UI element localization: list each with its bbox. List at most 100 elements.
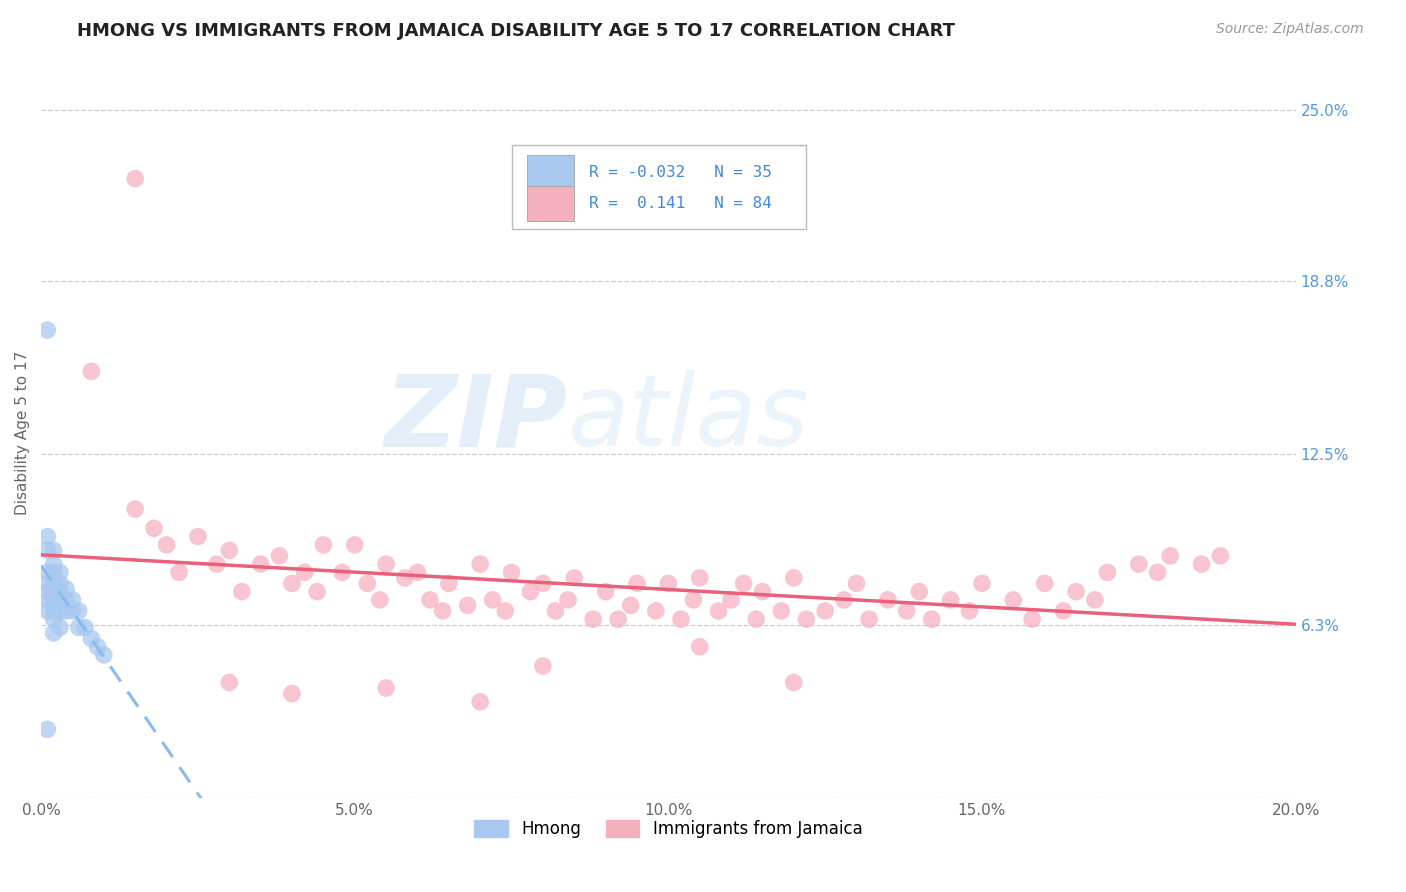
Point [93, 648, 115, 662]
Text: ZIP: ZIP [385, 370, 568, 467]
Point [67, 604, 90, 618]
Point [582, 612, 605, 626]
Point [751, 584, 773, 599]
Point [669, 612, 692, 626]
Point [845, 576, 868, 591]
Point [406, 566, 429, 580]
Point [876, 593, 898, 607]
Point [67, 620, 90, 634]
Point [49, 566, 72, 580]
Point [42, 584, 65, 599]
Point [733, 576, 755, 591]
Point [689, 571, 711, 585]
Point [37, 604, 59, 618]
Point [689, 640, 711, 654]
Point [80, 364, 103, 378]
FancyBboxPatch shape [512, 145, 806, 229]
Point [42, 576, 65, 591]
Point [794, 612, 817, 626]
Point [49, 576, 72, 591]
Point [249, 557, 271, 571]
Point [42, 604, 65, 618]
Point [531, 659, 554, 673]
Bar [527, 186, 574, 221]
Point [908, 584, 931, 599]
Text: HMONG VS IMMIGRANTS FROM JAMAICA DISABILITY AGE 5 TO 17 CORRELATION CHART: HMONG VS IMMIGRANTS FROM JAMAICA DISABIL… [77, 22, 955, 40]
Text: Source: ZipAtlas.com: Source: ZipAtlas.com [1216, 22, 1364, 37]
Point [814, 604, 837, 618]
Point [307, 584, 329, 599]
Point [73, 620, 96, 634]
Point [218, 675, 240, 690]
Point [544, 604, 567, 618]
Point [1191, 557, 1213, 571]
Point [124, 171, 146, 186]
Point [269, 549, 291, 563]
Y-axis label: Disability Age 5 to 17: Disability Age 5 to 17 [15, 351, 30, 516]
Point [770, 604, 793, 618]
Point [37, 593, 59, 607]
Point [957, 604, 980, 618]
Point [1033, 576, 1056, 591]
Legend: Hmong, Immigrants from Jamaica: Hmong, Immigrants from Jamaica [468, 813, 869, 845]
Point [231, 584, 253, 599]
Text: R =  0.141   N = 84: R = 0.141 N = 84 [589, 196, 772, 211]
Point [356, 576, 378, 591]
Point [37, 723, 59, 737]
Point [970, 576, 993, 591]
Point [939, 593, 962, 607]
Point [682, 593, 704, 607]
Point [481, 593, 503, 607]
Point [644, 604, 666, 618]
Point [1146, 566, 1168, 580]
Point [37, 323, 59, 337]
Point [437, 576, 460, 591]
Point [42, 626, 65, 640]
Point [124, 502, 146, 516]
Point [55, 593, 77, 607]
Point [281, 686, 304, 700]
Point [1159, 549, 1181, 563]
Point [49, 584, 72, 599]
Point [62, 593, 84, 607]
Bar [527, 155, 574, 190]
Point [419, 593, 441, 607]
Point [42, 557, 65, 571]
Point [37, 530, 59, 544]
Point [55, 604, 77, 618]
Point [80, 632, 103, 646]
Point [37, 576, 59, 591]
Point [1021, 612, 1043, 626]
Point [1084, 593, 1107, 607]
Point [607, 612, 630, 626]
Point [1052, 604, 1074, 618]
Point [1097, 566, 1119, 580]
Point [595, 584, 617, 599]
Point [205, 557, 228, 571]
Point [375, 681, 398, 695]
Point [343, 538, 366, 552]
Point [858, 612, 880, 626]
Point [281, 576, 304, 591]
Point [1002, 593, 1025, 607]
Point [167, 566, 190, 580]
Point [42, 543, 65, 558]
Point [783, 675, 806, 690]
Point [49, 593, 72, 607]
Point [49, 620, 72, 634]
Point [494, 604, 516, 618]
Point [312, 538, 335, 552]
Point [37, 566, 59, 580]
Text: R = -0.032   N = 35: R = -0.032 N = 35 [589, 165, 772, 180]
Point [143, 521, 166, 535]
Point [218, 543, 240, 558]
Point [745, 612, 768, 626]
Point [1064, 584, 1087, 599]
Point [37, 543, 59, 558]
Point [42, 566, 65, 580]
Point [562, 571, 585, 585]
Point [330, 566, 353, 580]
Point [1209, 549, 1232, 563]
Point [55, 582, 77, 596]
Point [37, 584, 59, 599]
